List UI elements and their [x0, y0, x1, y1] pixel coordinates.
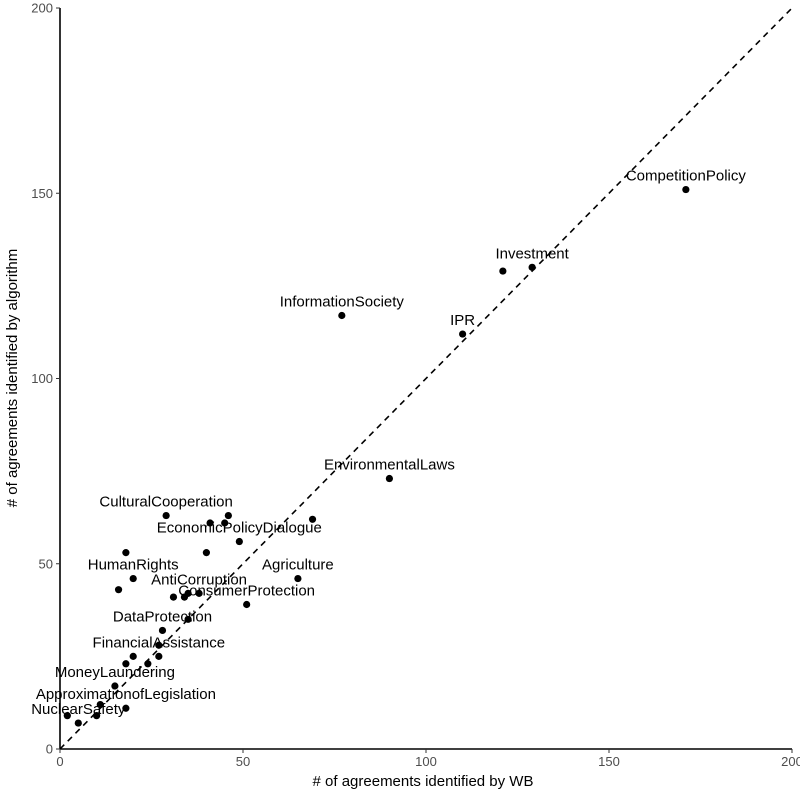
point-label: NuclearSafety	[31, 701, 126, 718]
data-point	[224, 511, 232, 520]
data-point	[74, 719, 82, 727]
reference-line	[59, 7, 793, 750]
data-point	[158, 626, 167, 635]
data-point	[338, 311, 346, 320]
data-point	[184, 589, 192, 597]
point-label: FinancialAssistance	[93, 634, 226, 651]
data-point	[144, 660, 152, 668]
data-point	[129, 652, 137, 660]
x-axis-title: # of agreements identified by WB	[313, 773, 534, 790]
data-point	[202, 549, 210, 557]
data-point	[114, 586, 123, 594]
point-label: MoneyLaundering	[55, 664, 175, 681]
data-point	[122, 549, 130, 557]
y-tick-label: 100	[31, 371, 53, 386]
data-point	[294, 574, 302, 583]
point-label: IPR	[450, 312, 475, 329]
point-label: Investment	[495, 245, 569, 262]
point-label: AntiCorruption	[151, 571, 247, 588]
point-label: InformationSociety	[280, 294, 405, 311]
data-point	[195, 589, 203, 597]
data-point	[162, 511, 170, 520]
data-point	[385, 474, 393, 483]
data-point	[155, 641, 163, 649]
data-point	[235, 537, 243, 546]
point-label: CompetitionPolicy	[626, 168, 747, 185]
data-point	[129, 574, 137, 583]
x-tick-label: 100	[415, 754, 437, 769]
data-point	[243, 600, 251, 609]
point-label: ConsumerProtection	[178, 583, 315, 600]
data-point	[96, 700, 104, 709]
point-label: EnvironmentalLaws	[324, 457, 455, 474]
y-tick-label: 200	[31, 1, 53, 16]
point-label: EconomicPolicyDialogue	[157, 520, 322, 537]
x-tick-label: 50	[236, 754, 250, 769]
data-point	[184, 615, 192, 623]
axes-layer: 0 50 100 150 200 0 50 100 150 200	[31, 1, 800, 770]
data-point	[206, 519, 214, 527]
y-tick-label: 50	[39, 556, 53, 571]
point-labels-layer: CompetitionPolicy Investment InformationSo…	[31, 168, 746, 719]
data-point	[63, 712, 71, 720]
data-point	[122, 704, 130, 712]
data-point	[308, 515, 317, 523]
data-point	[221, 519, 229, 527]
point-label: CulturalCooperation	[99, 494, 232, 511]
data-point	[499, 267, 507, 275]
data-point	[111, 682, 119, 690]
y-axis-title: # of agreements identified by algorithm	[4, 249, 21, 507]
x-tick-label: 200	[781, 754, 800, 769]
data-point	[93, 712, 101, 720]
y-tick-label: 0	[46, 742, 53, 757]
reference-line-layer	[59, 7, 793, 750]
point-label: DataProtection	[113, 608, 212, 625]
point-label: HumanRights	[88, 557, 179, 574]
x-tick-label: 150	[598, 754, 620, 769]
y-tick-label: 150	[31, 186, 53, 201]
data-point	[682, 185, 690, 194]
data-point	[169, 593, 178, 601]
data-point	[459, 330, 467, 338]
data-point	[122, 660, 130, 668]
point-label: ApproximationofLegislation	[36, 686, 216, 703]
points-layer	[63, 185, 690, 727]
data-point	[155, 652, 163, 660]
x-tick-label: 0	[56, 754, 63, 769]
point-label: Agriculture	[262, 557, 334, 574]
data-point	[528, 263, 536, 271]
